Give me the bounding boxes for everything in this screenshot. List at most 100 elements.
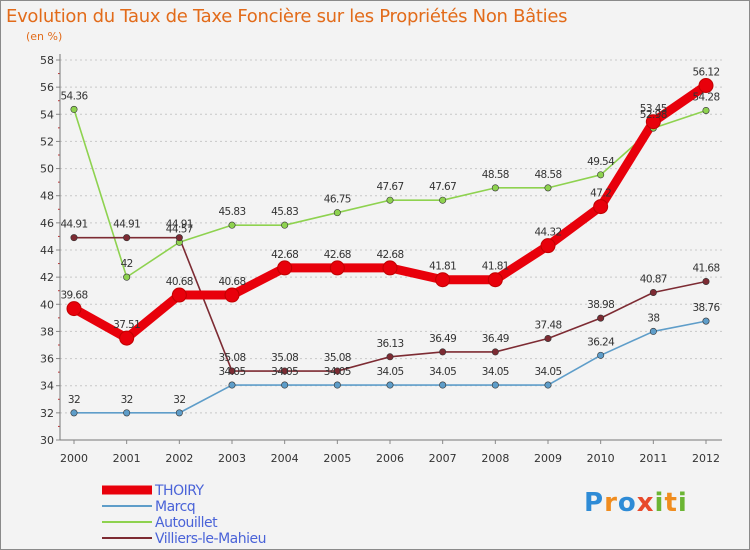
data-point xyxy=(171,287,187,303)
data-label: 47.67 xyxy=(376,181,403,193)
data-label: 34.05 xyxy=(218,366,245,378)
y-tick-label: 40 xyxy=(40,298,54,311)
data-label: 45.83 xyxy=(271,206,298,218)
x-tick-label: 2000 xyxy=(60,452,88,465)
data-label: 37.48 xyxy=(534,319,561,331)
data-point xyxy=(491,348,499,356)
data-label: 36.49 xyxy=(482,333,509,345)
x-tick-label: 2012 xyxy=(692,452,720,465)
data-label: 40.68 xyxy=(218,276,245,288)
data-label: 34.05 xyxy=(534,366,561,378)
data-point xyxy=(224,287,240,303)
legend-label: Marcq xyxy=(155,499,195,515)
y-tick-labels: 30 32 34 36 38 40 42 44 46 48 50 52 54 56 58 xyxy=(40,54,54,447)
data-point xyxy=(175,409,183,417)
data-label: 47.67 xyxy=(429,181,456,193)
data-label: 56.12 xyxy=(692,67,719,79)
data-point xyxy=(597,351,605,359)
x-tick-label: 2011 xyxy=(639,452,667,465)
data-label: 34.05 xyxy=(271,366,298,378)
data-point xyxy=(593,199,609,215)
data-point xyxy=(70,105,78,113)
data-label: 36.13 xyxy=(376,338,403,350)
data-label: 38.98 xyxy=(587,299,614,311)
data-label: 44.57 xyxy=(166,223,193,235)
data-label: 52.98 xyxy=(640,109,667,121)
data-point xyxy=(698,78,714,94)
data-point xyxy=(123,273,131,281)
data-point xyxy=(540,238,556,254)
data-point xyxy=(386,381,394,389)
x-tick-label: 2007 xyxy=(429,452,457,465)
logo-letter: o xyxy=(617,488,637,518)
data-point xyxy=(597,314,605,322)
data-label: 46.75 xyxy=(324,194,351,206)
data-label: 36.49 xyxy=(429,333,456,345)
legend-label: THOIRY xyxy=(154,483,205,499)
data-point xyxy=(649,327,657,335)
data-label: 41.68 xyxy=(692,262,719,274)
data-point xyxy=(281,221,289,229)
data-point xyxy=(70,234,78,242)
logo-letter: x xyxy=(636,488,655,518)
data-label: 32 xyxy=(121,394,133,406)
data-label: 49.54 xyxy=(587,156,615,168)
data-point xyxy=(439,381,447,389)
data-labels: 39.68 37.51 40.68 40.68 42.68 42.68 42.68 41.81… xyxy=(60,67,721,406)
x-tick-labels: 2000 2001 2002 2003 2004 2005 2006 2007 2008 2009… xyxy=(60,452,720,465)
data-label: 35.08 xyxy=(324,352,351,364)
x-tick-label: 2005 xyxy=(323,452,351,465)
y-tick-label: 30 xyxy=(40,434,54,447)
data-label: 44.91 xyxy=(166,219,193,231)
data-point xyxy=(597,171,605,179)
logo-letter: t xyxy=(664,488,678,518)
data-label: 53.45 xyxy=(640,103,667,115)
data-label: 54.28 xyxy=(692,91,719,103)
data-label: 47.2 xyxy=(590,188,611,200)
data-point xyxy=(386,353,394,361)
y-tick-label: 48 xyxy=(40,190,54,203)
data-point xyxy=(649,288,657,296)
data-label: 45.83 xyxy=(218,206,245,218)
data-label: 42.68 xyxy=(376,249,403,261)
x-tick-label: 2006 xyxy=(376,452,404,465)
data-point xyxy=(435,272,451,288)
data-point xyxy=(123,409,131,417)
y-tick-label: 54 xyxy=(40,108,54,121)
data-label: 37.51 xyxy=(113,319,140,331)
data-point xyxy=(119,330,135,346)
data-label: 32 xyxy=(68,394,80,406)
data-label: 40.87 xyxy=(640,273,667,285)
data-point xyxy=(281,367,289,375)
data-label: 38.76 xyxy=(692,302,720,314)
data-point xyxy=(123,234,131,242)
x-tick-label: 2001 xyxy=(113,452,141,465)
data-point xyxy=(439,348,447,356)
y-tick-label: 46 xyxy=(40,217,54,230)
y-tick-label: 50 xyxy=(40,163,54,176)
data-point xyxy=(544,184,552,192)
data-point xyxy=(333,367,341,375)
data-label: 42.68 xyxy=(324,249,351,261)
data-label: 38 xyxy=(647,312,659,324)
data-label: 36.24 xyxy=(587,336,615,348)
data-point xyxy=(491,381,499,389)
data-point xyxy=(329,260,345,276)
data-point xyxy=(702,317,710,325)
data-point xyxy=(66,301,82,317)
data-label: 34.05 xyxy=(376,366,403,378)
data-point xyxy=(70,409,78,417)
data-point xyxy=(645,114,661,130)
data-label: 48.58 xyxy=(534,169,561,181)
data-label: 39.68 xyxy=(60,290,87,302)
y-tick-label: 44 xyxy=(40,244,54,257)
series-points xyxy=(66,78,714,417)
data-point xyxy=(544,381,552,389)
data-point xyxy=(281,381,289,389)
logo-letter: P xyxy=(584,488,605,518)
data-point xyxy=(277,260,293,276)
data-label: 34.05 xyxy=(482,366,509,378)
data-point xyxy=(382,260,398,276)
